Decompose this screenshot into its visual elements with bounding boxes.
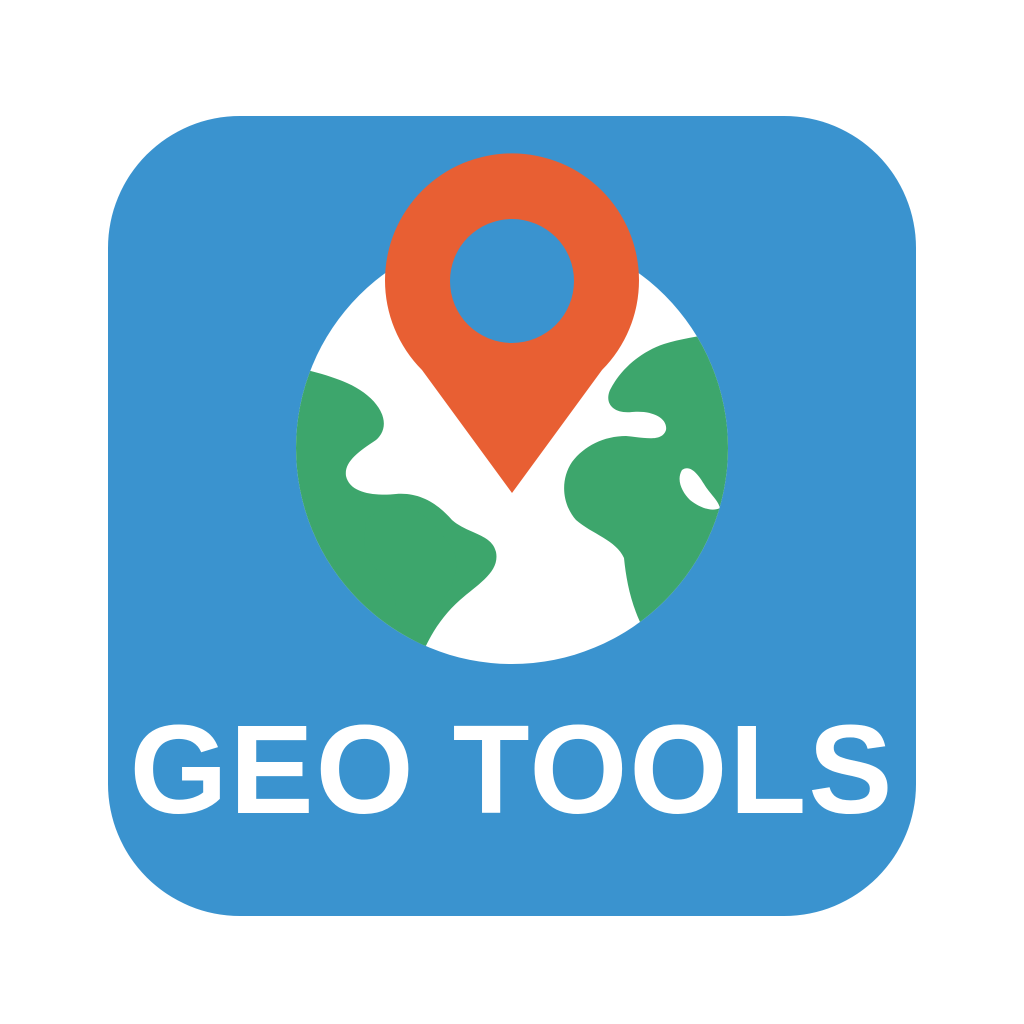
app-title: GEO TOOLS (129, 699, 895, 840)
map-pin-hole (450, 219, 574, 343)
globe-land-south (364, 507, 457, 646)
map-pin-icon (385, 153, 639, 493)
globe-lake (679, 468, 720, 510)
